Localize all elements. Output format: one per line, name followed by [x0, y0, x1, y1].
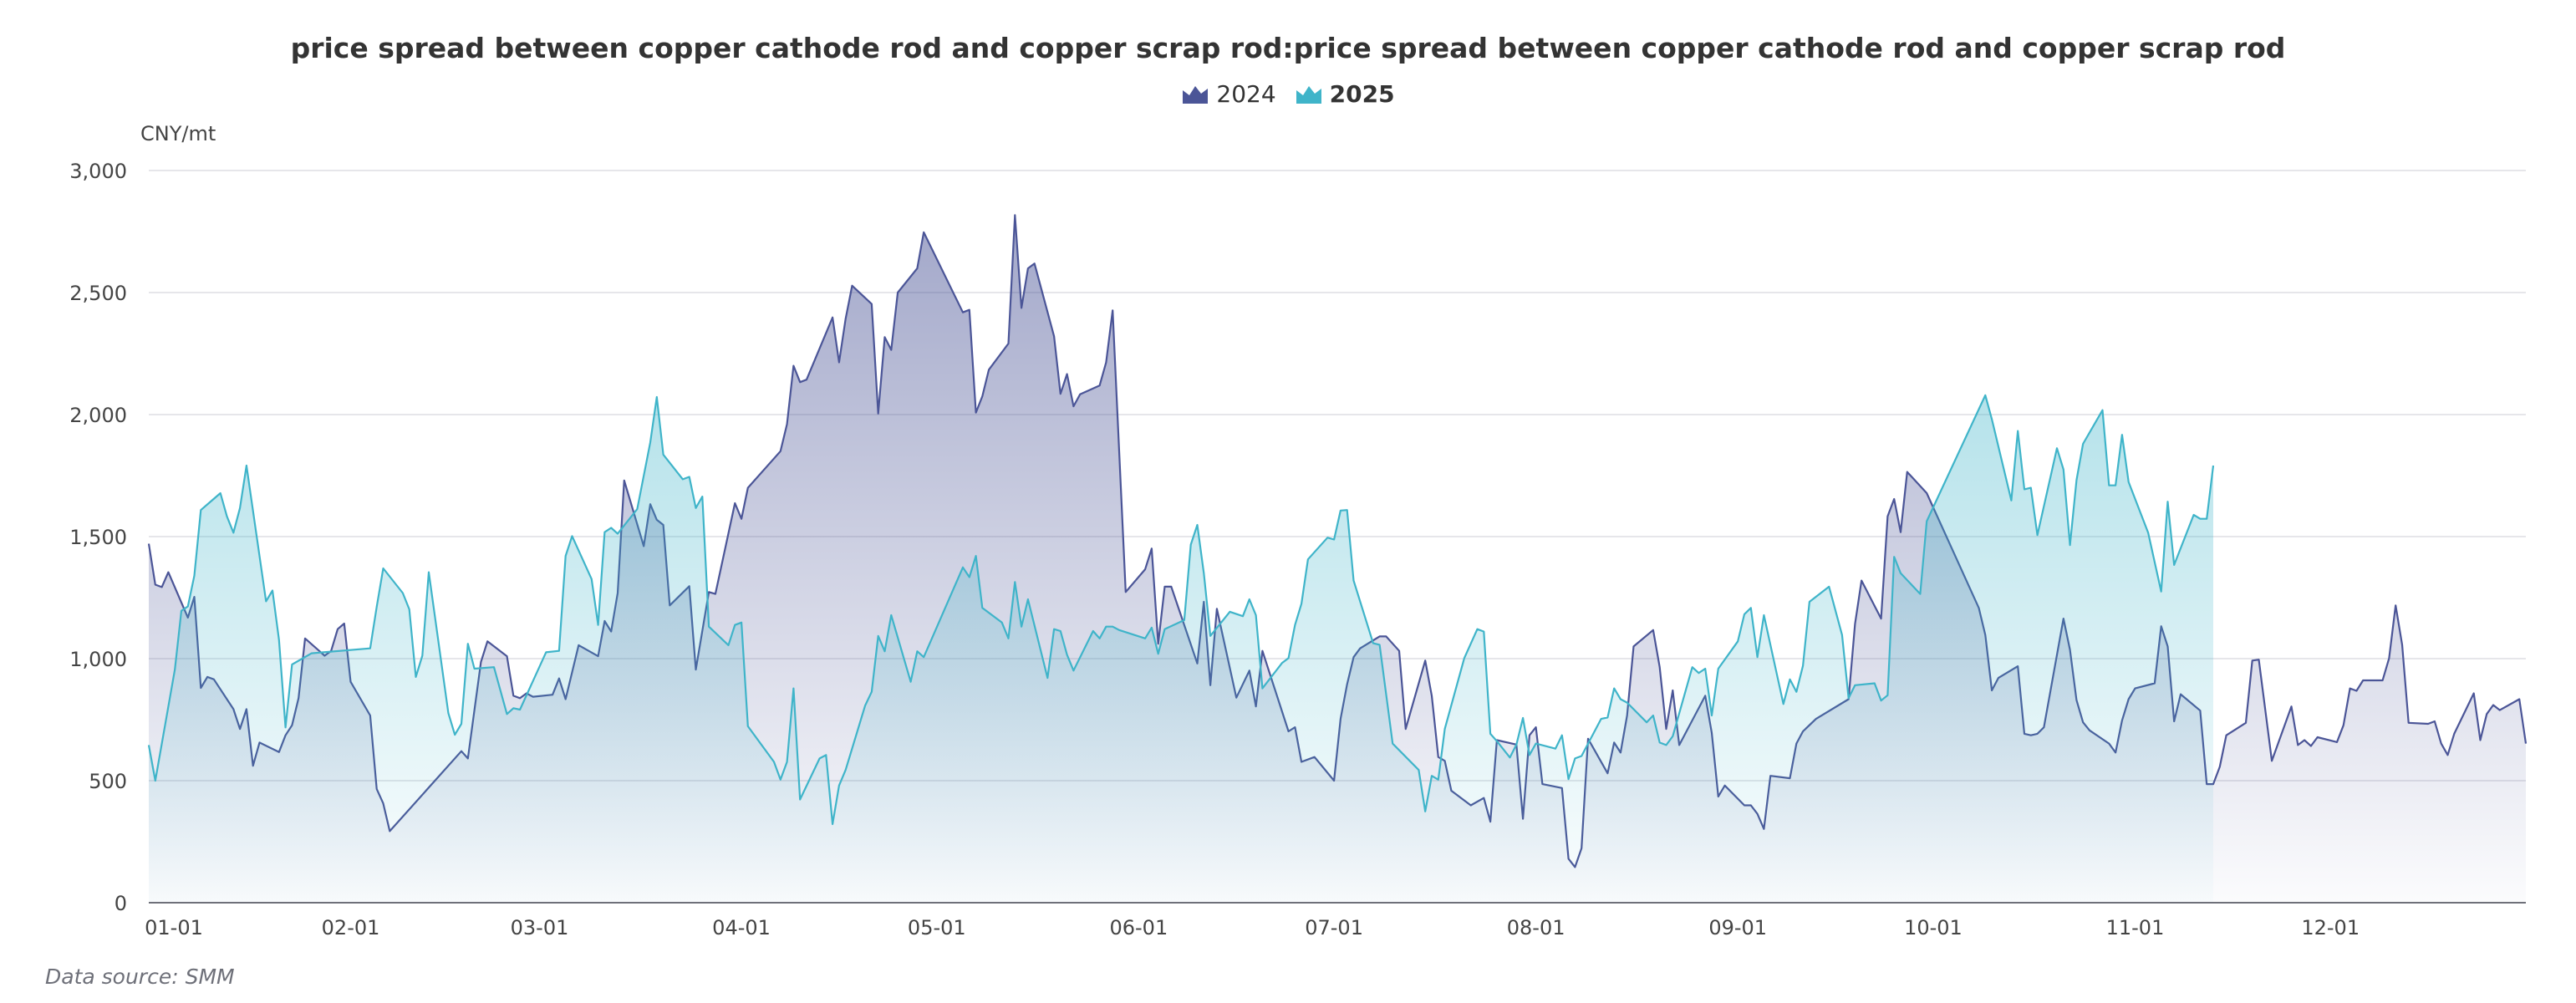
area-series-icon [1183, 85, 1209, 104]
x-tick-label: 03-01 [511, 916, 569, 939]
x-tick-label: 02-01 [322, 916, 380, 939]
data-source: Data source: SMM [45, 965, 235, 989]
x-tick-label: 12-01 [2301, 916, 2360, 939]
x-tick-label: 09-01 [1708, 916, 1767, 939]
x-tick-label: 01-01 [145, 916, 203, 939]
y-tick-label: 3,000 [69, 160, 127, 183]
legend-item-2025[interactable]: 2025 [1295, 80, 1395, 108]
x-tick-label: 05-01 [908, 916, 966, 939]
x-tick-label: 07-01 [1305, 916, 1363, 939]
y-tick-label: 2,000 [69, 404, 127, 427]
x-tick-label: 04-01 [712, 916, 771, 939]
legend-item-2024[interactable]: 2024 [1181, 80, 1276, 108]
y-tick-label: 1,000 [69, 648, 127, 671]
y-tick-label: 500 [89, 770, 127, 793]
y-axis-unit: CNY/mt [140, 122, 216, 145]
y-tick-label: 2,500 [69, 282, 127, 305]
legend: 2024 2025 [0, 80, 2576, 108]
x-tick-label: 10-01 [1904, 916, 1963, 939]
series-line-2025 [147, 394, 2215, 826]
series-areas [147, 214, 2528, 903]
y-tick-label: 0 [115, 892, 127, 915]
legend-label: 2025 [1329, 80, 1395, 108]
y-tick-label: 1,500 [69, 526, 127, 549]
legend-label: 2024 [1216, 80, 1276, 108]
series-area-2025 [149, 395, 2213, 903]
x-tick-label: 11-01 [2106, 916, 2165, 939]
axes: 0 500 1,000 1,500 2,000 2,500 3,000 01-01 02-01 0… [69, 160, 2526, 939]
x-tick-label: 08-01 [1507, 916, 1565, 939]
chart-title: price spread between copper cathode rod … [290, 32, 2286, 64]
x-tick-label: 06-01 [1109, 916, 1168, 939]
area-series-icon [1296, 85, 1321, 104]
